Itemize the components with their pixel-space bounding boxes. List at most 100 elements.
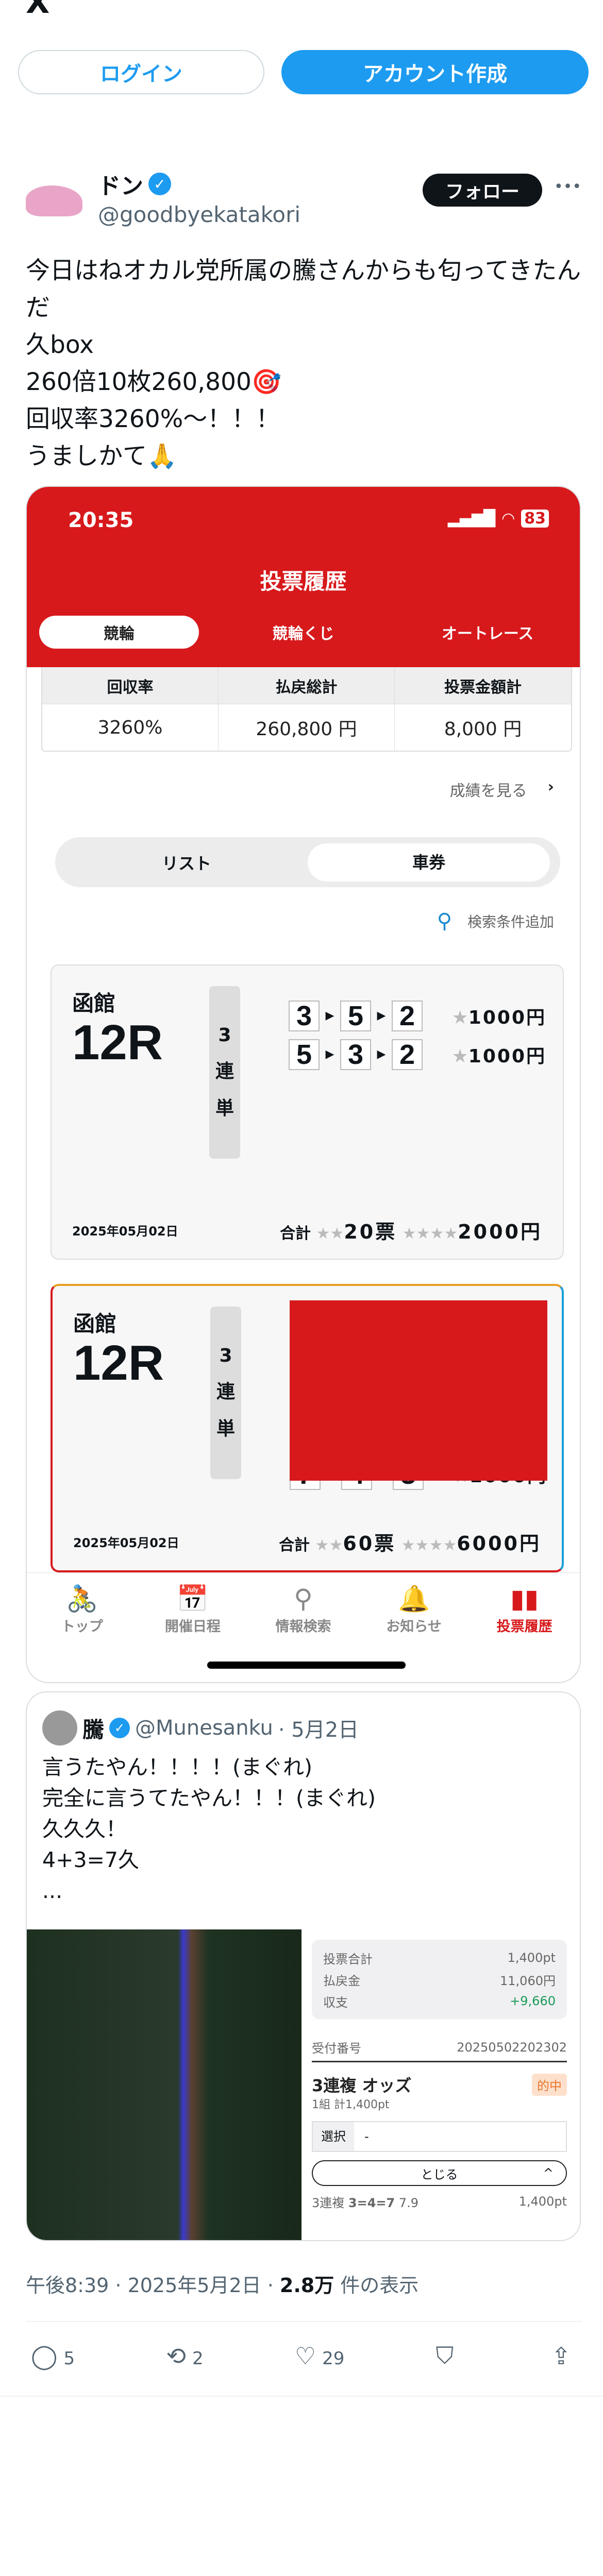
tweet-text: 今日はねオカル党所属の騰さんからも匂ってきたんだ 久box 260倍10枚260,8… (26, 257, 581, 470)
nav-top[interactable]: 🚴 トップ (30, 1573, 133, 1639)
heart-icon: ♡ (294, 2342, 316, 2370)
like-button[interactable]: ♡ 29 (294, 2342, 345, 2370)
tab-keirin[interactable]: 競輪 (39, 616, 199, 649)
star-icon: ★ (451, 1007, 468, 1028)
race-number: 12R (72, 1015, 163, 1070)
segment-list[interactable]: リスト (161, 853, 211, 873)
arrow-icon: ▶ (377, 1048, 386, 1061)
search-icon: ⚲ (294, 1584, 313, 1614)
stat-value: 3260% (42, 704, 219, 751)
bookmark-icon: ⛉ (435, 2342, 454, 2369)
nav-schedule[interactable]: 📅 開催日程 (141, 1573, 244, 1639)
bet-rows: 3▶7▶4 ★1000円4▶3▶7 ★1000円4▶7▶3 ★1000円7▶3▶… (290, 1300, 547, 1494)
quoted-tweet[interactable]: 騰 ✓ @Munesanku · 5月2日 言うたやん！！！！(まぐれ) 完全に言… (26, 1691, 581, 2241)
receipt-panel[interactable]: 投票合計 1,400pt 払戻金 11,060円 収支 +9,660 受付番号 2025… (312, 1929, 567, 2239)
home-indicator (207, 1662, 406, 1669)
number-box: 2 (392, 1000, 423, 1031)
quoted-avatar[interactable] (42, 1710, 77, 1745)
number-box: 5 (340, 1000, 371, 1031)
venue: 函館 (72, 991, 116, 1016)
quoted-handle[interactable]: @Munesanku (135, 1716, 273, 1740)
login-button[interactable]: ログイン (18, 50, 264, 94)
retweet-icon: ⟲ (166, 2342, 186, 2370)
calendar-icon: 📅 (176, 1584, 209, 1614)
signup-button[interactable]: アカウント作成 (281, 50, 589, 94)
quoted-date: · 5月2日 (278, 1718, 359, 1742)
verified-badge-icon: ✓ (109, 1718, 130, 1738)
ticket-count: 20票 (344, 1221, 397, 1243)
bet-row: 3 ▶ 5 ▶ 2 ★1000円 (289, 996, 546, 1035)
stat-value: 260,800 円 (219, 704, 395, 751)
verified-badge-icon: ✓ (148, 173, 171, 195)
bell-icon: 🔔 (397, 1584, 430, 1614)
tab-keirin-kuji[interactable]: 競輪くじ (272, 625, 334, 643)
nav-notifications[interactable]: 🔔 お知らせ (362, 1573, 465, 1639)
stat-header: 回収率 (42, 667, 219, 704)
page-title: 投票履歴 (260, 569, 347, 594)
arrow-icon: ▶ (325, 1048, 334, 1061)
bet-summary-row: 3連複 3=4=7 7.9 1,400pt (312, 2194, 567, 2210)
arrow-icon: ▶ (377, 1009, 386, 1022)
chevron-right-icon: › (547, 778, 554, 796)
number-box: 2 (392, 1039, 423, 1070)
bet-amount: 1000円 (468, 1007, 546, 1028)
reply-button[interactable]: ◯ 5 (31, 2342, 75, 2370)
stat-header: 払戻総計 (219, 667, 395, 704)
number-box: 3 (340, 1039, 371, 1070)
tab-auto-race[interactable]: オートレース (441, 625, 534, 643)
results-link[interactable]: 成績を見る › (449, 778, 554, 800)
quoted-author-name[interactable]: 騰 (82, 1717, 105, 1742)
nav-history[interactable]: ▮▮ 投票履歴 (473, 1573, 576, 1639)
ticket-count: 60票 (343, 1532, 396, 1555)
avatar[interactable] (26, 185, 82, 216)
race-photo[interactable] (27, 1929, 301, 2240)
bet-amount: 1000円 (468, 1045, 546, 1067)
bet-row: 4▶3▶7 ★1000円 (290, 1300, 547, 1481)
quoted-text: 言うたやん！！！！(まぐれ) 完全に言うてたやん！！！(まぐれ) 久久久！ 4+3=7… (42, 1755, 376, 1903)
view-segment: リスト 車券 (55, 837, 560, 887)
retweet-button[interactable]: ⟲ 2 (166, 2342, 204, 2370)
status-time: 20:35 (68, 509, 134, 532)
star-icon: ★★★★ (401, 1536, 457, 1554)
close-button[interactable]: とじる ^ (312, 2160, 567, 2186)
share-icon: ⇪ (551, 2342, 571, 2370)
follow-button[interactable]: フォロー (423, 174, 542, 207)
star-icon: ★★ (316, 1225, 344, 1243)
ticket-card[interactable]: 函館 12R 3連単 3▶7▶4 ★1000円4▶3▶7 ★1000円4▶7▶3… (51, 1284, 564, 1572)
divider (0, 2396, 603, 2397)
search-icon: ⚲ (437, 909, 452, 933)
arrow-icon: ▶ (325, 1009, 334, 1022)
hit-badge: 的中 (532, 2073, 567, 2096)
share-button[interactable]: ⇪ (551, 2342, 577, 2370)
bookmark-button[interactable]: ⛉ (436, 2342, 460, 2370)
star-icon: ★★ (315, 1536, 343, 1554)
number-box: 3 (289, 1000, 320, 1031)
bottom-nav: 🚴 トップ 📅 開催日程 ⚲ 情報検索 🔔 お知らせ ▮▮ 投票履歴 (27, 1572, 580, 1639)
star-icon: ★★★★ (402, 1225, 458, 1243)
battery-icon: 83 (521, 510, 549, 528)
status-icons: ▂▄▆█ ◠ 83 (448, 510, 549, 528)
app-header: 20:35 ▂▄▆█ ◠ 83 投票履歴 競輪 競輪くじ オートレース (27, 487, 580, 667)
nav-search[interactable]: ⚲ 情報検索 (252, 1573, 355, 1639)
segment-ticket[interactable]: 車券 (308, 843, 550, 882)
star-icon: ★ (290, 1300, 547, 1481)
bet-row: 5 ▶ 3 ▶ 2 ★1000円 (289, 1035, 546, 1074)
stat-value: 8,000 円 (444, 719, 522, 740)
stat-header: 投票金額計 (395, 667, 571, 704)
number-box: 5 (289, 1039, 320, 1070)
venue: 函館 (73, 1311, 117, 1336)
author-handle[interactable]: @goodbyekatakori (98, 202, 301, 227)
attached-screenshot[interactable]: 20:35 ▂▄▆█ ◠ 83 投票履歴 競輪 競輪くじ オートレース 回収率 払戻… (26, 486, 581, 1683)
x-logo[interactable]: X (26, 0, 50, 21)
bicycle-icon: 🚴 (66, 1584, 98, 1614)
total-amount: 6000円 (457, 1532, 541, 1555)
more-icon[interactable]: ••• (554, 178, 582, 196)
book-icon: ▮▮ (510, 1584, 539, 1614)
search-filter[interactable]: ⚲ 検索条件追加 (437, 909, 554, 933)
author-name[interactable]: ドン (98, 173, 143, 199)
reply-icon: ◯ (31, 2342, 58, 2370)
tweet-timestamp: 午後8:39 · 2025年5月2日 · 2.8万 件の表示 (26, 2274, 419, 2297)
